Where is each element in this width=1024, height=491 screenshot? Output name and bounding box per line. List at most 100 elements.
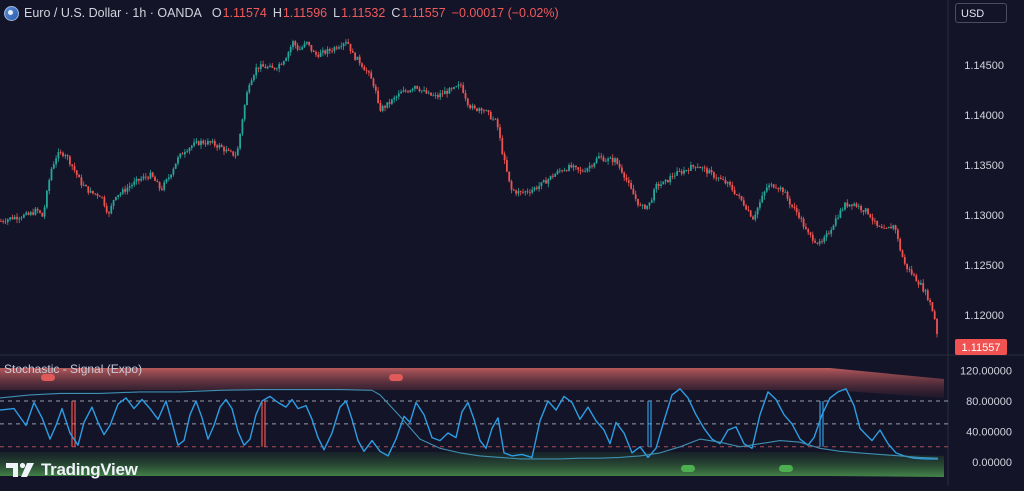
candle-body — [554, 174, 557, 177]
candle-body — [724, 179, 727, 184]
candle-body — [207, 141, 209, 145]
candle-body — [540, 182, 543, 187]
price-tick-label: 1.12000 — [964, 310, 1004, 322]
price-tick-label: 1.14500 — [964, 60, 1004, 72]
indicator-tick-label: 40.00000 — [966, 427, 1012, 439]
candle-body — [276, 68, 278, 70]
candle-body — [446, 90, 448, 94]
euro-dollar-flag-icon[interactable] — [4, 5, 19, 21]
candle-body — [292, 41, 294, 47]
candle-body — [602, 157, 605, 162]
candle-body — [494, 118, 497, 120]
candle-body — [441, 93, 444, 95]
candle-body — [278, 64, 281, 69]
candle-body — [59, 152, 62, 153]
candle-body — [584, 171, 586, 173]
candle-body — [832, 225, 835, 230]
candle-body — [354, 52, 356, 60]
candle-body — [195, 141, 198, 143]
candle-body — [23, 214, 25, 218]
candle-body — [473, 105, 476, 109]
candle-body — [239, 133, 241, 149]
candle-body — [303, 43, 306, 48]
candle-body — [503, 154, 506, 161]
candle-body — [66, 155, 69, 157]
candle-body — [326, 49, 329, 54]
candle-body — [181, 153, 184, 155]
candle-body — [476, 108, 478, 112]
candle-body — [595, 158, 598, 163]
candle-body — [920, 283, 922, 285]
currency-button[interactable]: USD — [955, 3, 1007, 23]
candle-body — [575, 165, 577, 168]
candle-body — [197, 141, 200, 146]
candle-body — [538, 186, 540, 189]
candle-body — [34, 208, 37, 215]
candle-body — [98, 195, 101, 197]
candle-body — [828, 233, 830, 235]
candle-body — [775, 187, 777, 189]
candle-body — [671, 176, 674, 178]
candle-body — [823, 237, 826, 242]
candle-body — [101, 196, 103, 198]
candle-body — [142, 176, 145, 179]
candle-body — [857, 205, 860, 207]
candle-body — [2, 221, 5, 222]
candle-body — [933, 311, 936, 319]
candle-body — [393, 97, 396, 100]
close-label: C — [391, 6, 401, 20]
candle-body — [13, 216, 16, 220]
candle-body — [48, 180, 51, 191]
candle-body — [710, 170, 713, 173]
candle-body — [230, 150, 232, 152]
candle-body — [922, 283, 925, 292]
candle-body — [752, 216, 754, 220]
candle-body — [269, 65, 271, 67]
price-tick-label: 1.14000 — [964, 110, 1004, 122]
candles-layer — [0, 38, 938, 338]
candle-body — [420, 90, 423, 92]
candle-body — [535, 187, 538, 189]
candle-body — [41, 212, 44, 217]
candle-body — [754, 214, 757, 220]
candle-body — [929, 299, 931, 303]
candle-body — [853, 203, 856, 206]
candle-body — [848, 204, 851, 207]
symbol-title[interactable]: Euro / U.S. Dollar · 1h · OANDA — [24, 6, 202, 20]
indicator-title[interactable]: Stochastic - Signal (Expo) — [4, 362, 143, 376]
candle-body — [880, 226, 883, 228]
candle-body — [301, 47, 304, 50]
candle-body — [345, 42, 347, 44]
candle-body — [312, 50, 315, 52]
candle-body — [349, 43, 352, 52]
indicator-tick-label: 80.00000 — [966, 396, 1012, 408]
candle-body — [690, 165, 692, 171]
symbol-legend: Euro / U.S. Dollar · 1h · OANDA O 1.1157… — [0, 4, 565, 22]
candle-body — [305, 41, 308, 44]
candle-body — [609, 157, 612, 159]
candle-body — [6, 219, 9, 222]
candle-body — [147, 177, 149, 179]
candle-body — [508, 171, 511, 182]
candle-body — [722, 179, 724, 180]
candle-body — [271, 65, 274, 68]
candle-body — [338, 47, 340, 49]
candle-body — [128, 186, 131, 188]
candle-body — [782, 187, 784, 193]
candle-body — [885, 228, 888, 229]
candle-body — [731, 184, 734, 190]
candle-body — [379, 102, 382, 111]
candle-body — [25, 212, 28, 215]
candle-body — [218, 145, 221, 148]
candle-body — [678, 171, 681, 172]
tradingview-logo[interactable]: TradingView — [6, 460, 138, 480]
candle-body — [763, 191, 766, 196]
candle-body — [188, 147, 191, 152]
candle-body — [588, 165, 591, 169]
candle-body — [814, 240, 816, 243]
candle-body — [570, 165, 573, 168]
candle-body — [282, 61, 285, 65]
candle-body — [611, 157, 614, 163]
candle-body — [841, 209, 844, 211]
